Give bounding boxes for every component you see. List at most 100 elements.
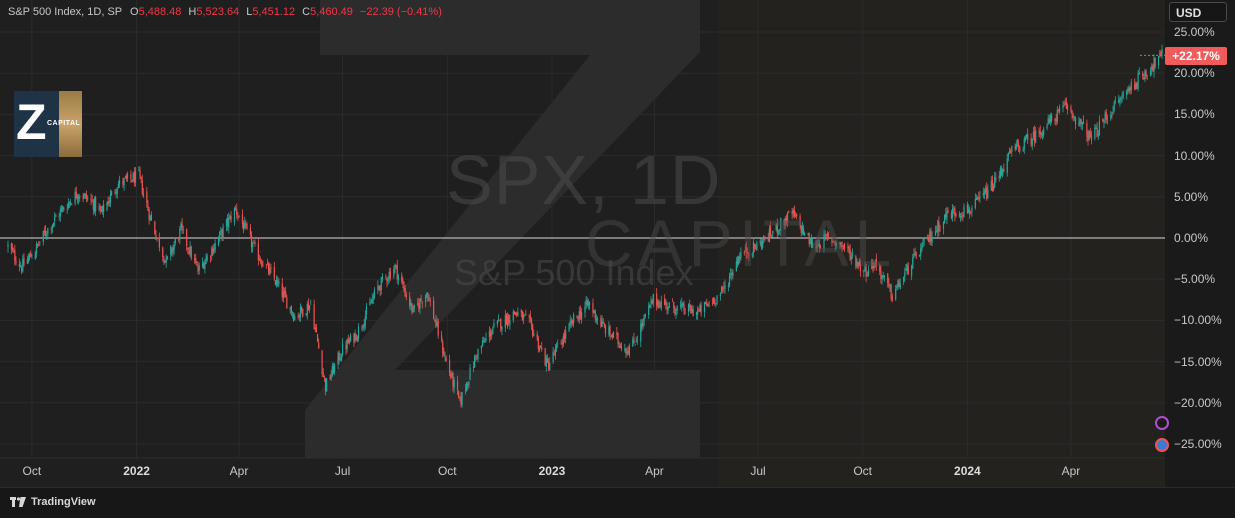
candle-down bbox=[178, 238, 180, 240]
candle-up bbox=[618, 342, 620, 344]
candle-down bbox=[537, 337, 539, 350]
candle-up bbox=[310, 303, 312, 305]
candle-up bbox=[1153, 57, 1155, 73]
candle-up bbox=[1056, 110, 1058, 122]
candle-down bbox=[301, 306, 303, 311]
candle-up bbox=[491, 332, 493, 336]
candle-up bbox=[27, 257, 30, 262]
candle-down bbox=[764, 236, 766, 240]
candle-up bbox=[68, 201, 71, 203]
tradingview-logo[interactable]: TradingView bbox=[10, 496, 96, 508]
candle-up bbox=[728, 275, 731, 286]
candle-up bbox=[896, 286, 898, 288]
candle-down bbox=[395, 264, 397, 266]
candle-up bbox=[67, 202, 69, 208]
candle-up bbox=[959, 216, 962, 217]
candle-up bbox=[475, 356, 477, 357]
candle-down bbox=[347, 338, 349, 344]
candle-up bbox=[354, 333, 356, 341]
candle-down bbox=[258, 259, 261, 261]
candle-down bbox=[1038, 130, 1040, 132]
candle-down bbox=[1145, 71, 1147, 77]
y-tick-label: 15.00% bbox=[1174, 107, 1215, 122]
candle-up bbox=[1150, 70, 1152, 77]
candle-down bbox=[955, 214, 957, 216]
candle-up bbox=[899, 283, 901, 289]
candle-up bbox=[488, 331, 491, 338]
candle-up bbox=[1079, 118, 1081, 123]
high-label: H bbox=[188, 6, 197, 18]
candle-up bbox=[282, 291, 285, 298]
candle-down bbox=[530, 319, 533, 325]
candle-down bbox=[672, 301, 674, 302]
candle-down bbox=[887, 273, 889, 283]
candle-down bbox=[747, 252, 749, 254]
candle-down bbox=[528, 315, 530, 318]
candle-up bbox=[453, 380, 455, 389]
candle-down bbox=[71, 203, 73, 205]
candle-up bbox=[174, 239, 176, 243]
candle-up bbox=[1137, 73, 1139, 90]
candle-down bbox=[602, 321, 604, 324]
candle-down bbox=[907, 266, 909, 275]
candle-down bbox=[603, 323, 605, 327]
symbol-info[interactable]: S&P 500 Index, 1D, SP bbox=[8, 6, 122, 18]
candle-up bbox=[1159, 53, 1161, 55]
candle-down bbox=[268, 263, 270, 273]
candle-down bbox=[313, 304, 315, 329]
candle-down bbox=[840, 242, 842, 247]
candle-up bbox=[233, 208, 236, 223]
candle-down bbox=[1027, 134, 1029, 140]
candle-down bbox=[521, 311, 524, 321]
candle-up bbox=[373, 289, 376, 298]
candle-down bbox=[316, 333, 319, 342]
candle-up bbox=[419, 299, 421, 309]
candle-up bbox=[740, 252, 742, 258]
candle-up bbox=[974, 198, 976, 209]
candle-up bbox=[229, 215, 231, 219]
candle-down bbox=[706, 302, 708, 306]
candle-up bbox=[1035, 130, 1037, 143]
candle-down bbox=[379, 286, 381, 291]
candle-up bbox=[1015, 143, 1017, 150]
candle-down bbox=[945, 213, 947, 218]
candle-down bbox=[338, 352, 340, 361]
candle-down bbox=[796, 214, 798, 217]
candle-up bbox=[428, 298, 430, 300]
candle-up bbox=[977, 197, 979, 199]
candle-down bbox=[563, 334, 566, 339]
candle-up bbox=[497, 319, 500, 320]
candle-down bbox=[890, 284, 892, 299]
event-icon-flag[interactable] bbox=[1155, 438, 1169, 452]
candle-down bbox=[417, 303, 419, 305]
candle-down bbox=[746, 246, 748, 255]
candle-down bbox=[92, 201, 94, 210]
event-icon-purple[interactable] bbox=[1155, 416, 1169, 430]
candle-down bbox=[1016, 142, 1019, 144]
candle-down bbox=[755, 247, 757, 250]
symbol-legend[interactable]: S&P 500 Index, 1D, SP O5,488.48 H5,523.64… bbox=[8, 6, 442, 18]
candle-down bbox=[249, 227, 252, 235]
candle-up bbox=[1058, 107, 1061, 112]
candle-up bbox=[699, 305, 701, 312]
candle-up bbox=[142, 193, 145, 196]
candle-down bbox=[970, 211, 972, 213]
candle-down bbox=[516, 312, 518, 315]
candle-down bbox=[553, 353, 555, 355]
candle-down bbox=[827, 234, 830, 237]
candle-up bbox=[83, 194, 85, 199]
candle-up bbox=[1007, 152, 1009, 157]
candle-up bbox=[569, 321, 571, 326]
candle-up bbox=[308, 305, 311, 310]
currency-button[interactable]: USD bbox=[1169, 2, 1227, 22]
candle-up bbox=[565, 330, 567, 340]
price-chart[interactable] bbox=[0, 0, 1235, 487]
candle-down bbox=[321, 350, 323, 374]
candle-down bbox=[186, 229, 188, 247]
candle-down bbox=[99, 206, 101, 210]
candle-up bbox=[648, 305, 650, 316]
candle-down bbox=[421, 302, 423, 304]
candle-down bbox=[1111, 115, 1113, 116]
x-tick-label: Jul bbox=[334, 464, 351, 478]
candle-up bbox=[756, 243, 758, 250]
